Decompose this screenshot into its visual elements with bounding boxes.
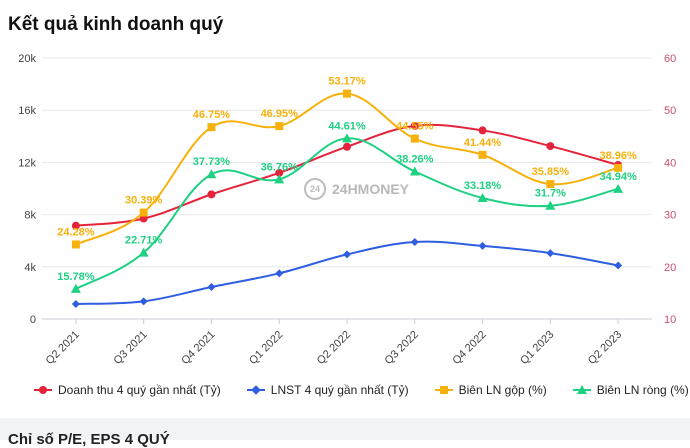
data-point <box>613 183 624 193</box>
data-point <box>274 174 285 184</box>
blue-diamond-line-icon <box>246 385 265 395</box>
legend-label-net-margin: Biên LN ròng (%) <box>596 383 689 397</box>
data-label: 53.17% <box>328 76 366 88</box>
series-line <box>75 137 619 290</box>
data-point <box>478 150 487 159</box>
y-left-tick-label: 16k <box>18 105 36 117</box>
watermark: 24 24HMONEY <box>304 178 409 200</box>
data-label: 46.75% <box>193 109 231 121</box>
y-left-tick-label: 20k <box>18 53 36 65</box>
data-point <box>410 134 419 143</box>
x-tick-label: Q2 2023 <box>586 329 624 367</box>
data-label: 22.71% <box>125 235 163 247</box>
data-point <box>409 166 420 176</box>
data-point <box>71 240 80 249</box>
data-point <box>343 250 351 259</box>
data-point <box>477 193 488 203</box>
legend-item-net-margin[interactable]: Biên LN ròng (%) <box>572 383 689 397</box>
business-results-chart: 0 4k 8k 12k 16k 20k 10 20 30 40 50 60 Q2 2021 Q3 2021… <box>18 53 676 367</box>
y-right-tick-label: 10 <box>664 314 676 326</box>
data-point <box>275 122 284 131</box>
legend-item-gross-margin[interactable]: Biên LN gộp (%) <box>434 383 547 397</box>
data-point <box>614 261 623 270</box>
legend-label-net-profit: LNST 4 quý gần nhất (Tỷ) <box>270 383 409 397</box>
data-point <box>545 200 556 210</box>
y-left-tick-label: 4k <box>24 262 36 274</box>
orange-square-line-icon <box>434 385 453 395</box>
data-point <box>410 121 419 130</box>
data-point <box>207 190 216 199</box>
data-label: 15.78% <box>57 271 95 283</box>
data-point <box>138 247 149 257</box>
x-tick-label: Q2 2021 <box>44 329 82 367</box>
x-tick-label: Q1 2022 <box>247 329 285 367</box>
y-left-tick-label: 8k <box>24 210 36 222</box>
data-label: 38.96% <box>599 150 637 162</box>
data-point <box>343 89 351 98</box>
data-point <box>139 208 148 217</box>
legend-label-revenue: Doanh thu 4 quý gần nhất (Tỷ) <box>58 383 221 397</box>
data-point <box>275 168 284 177</box>
section-divider <box>0 418 690 440</box>
data-label: 30.39% <box>125 195 163 207</box>
data-point <box>478 126 487 135</box>
y-right-tick-label: 30 <box>664 210 676 222</box>
chart-title: Kết quả kinh doanh quý <box>8 14 224 35</box>
y-right-tick-label: 60 <box>664 53 676 65</box>
data-point <box>206 169 217 179</box>
data-label: 34.94% <box>599 171 637 183</box>
legend-label-gross-margin: Biên LN gộp (%) <box>458 383 547 397</box>
data-point <box>342 133 352 143</box>
x-tick-label: Q4 2022 <box>450 329 488 367</box>
data-label: 41.44% <box>464 137 502 149</box>
data-label: 44.61% <box>328 120 366 132</box>
x-tick-label: Q2 2022 <box>315 329 353 367</box>
data-point <box>546 180 555 189</box>
data-label: 37.73% <box>193 156 231 168</box>
y-right-tick-label: 40 <box>664 157 676 169</box>
data-point <box>71 299 80 308</box>
data-point <box>275 269 284 278</box>
red-circle-line-icon <box>34 385 52 395</box>
data-point <box>71 221 80 230</box>
data-point <box>139 297 148 306</box>
data-point <box>546 142 555 151</box>
data-point <box>207 283 216 292</box>
data-label: 31.7% <box>535 188 566 200</box>
data-point <box>70 283 81 293</box>
data-label: 44.55% <box>396 121 434 133</box>
data-point <box>207 123 216 132</box>
legend-item-net-profit[interactable]: LNST 4 quý gần nhất (Tỷ) <box>246 383 409 397</box>
data-label: 24.28% <box>57 226 95 238</box>
y-right-tick-label: 20 <box>664 262 676 274</box>
data-label: 33.18% <box>464 180 502 192</box>
x-tick-label: Q1 2023 <box>518 329 556 367</box>
data-label: 36.76% <box>261 161 299 173</box>
data-point <box>410 238 419 247</box>
y-right-tick-label: 50 <box>664 105 676 117</box>
x-tick-label: Q3 2021 <box>111 329 149 367</box>
data-point <box>614 163 623 172</box>
chart-legend: Doanh thu 4 quý gần nhất (Tỷ) LNST 4 quý… <box>34 383 689 397</box>
data-label: 38.26% <box>396 153 434 165</box>
x-tick-label: Q3 2022 <box>383 329 421 367</box>
data-point <box>546 249 555 258</box>
data-point <box>478 241 487 250</box>
y-left-tick-label: 12k <box>18 157 36 169</box>
watermark-text: 24HMONEY <box>332 181 410 197</box>
data-label: 35.85% <box>532 166 570 178</box>
watermark-logo-icon: 24 <box>304 178 326 200</box>
y-left-tick-label: 0 <box>30 314 36 326</box>
legend-item-revenue[interactable]: Doanh thu 4 quý gần nhất (Tỷ) <box>34 383 221 397</box>
data-label: 46.95% <box>261 108 299 120</box>
green-triangle-line-icon <box>572 385 591 395</box>
x-tick-label: Q4 2021 <box>179 329 217 367</box>
data-point <box>343 142 351 151</box>
